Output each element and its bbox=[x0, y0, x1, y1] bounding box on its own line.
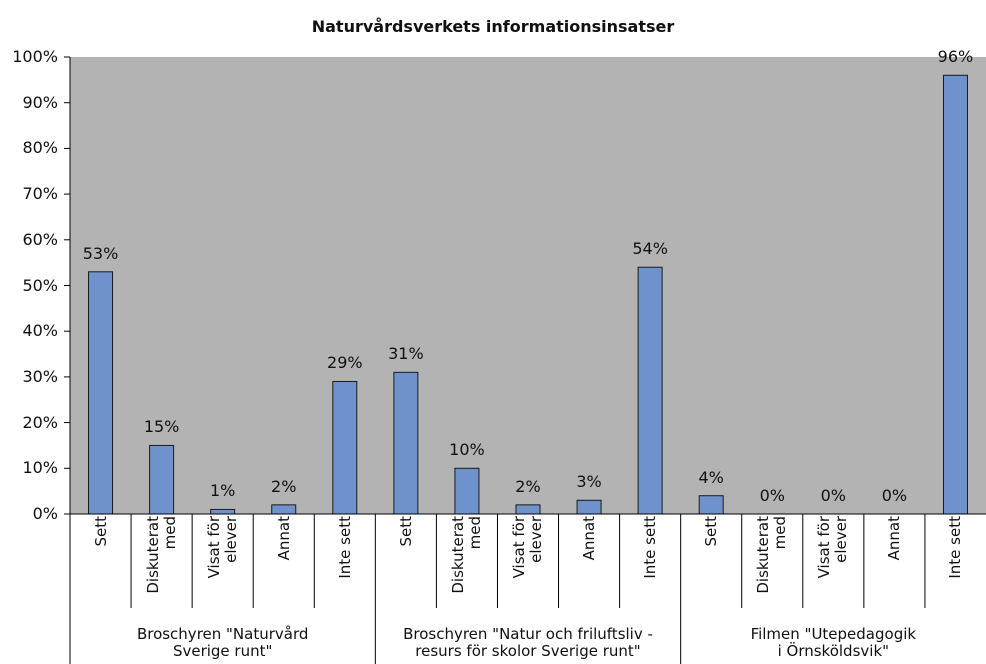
y-tick-label: 30% bbox=[22, 366, 58, 386]
bar bbox=[210, 508, 236, 515]
y-tick-label: 100% bbox=[12, 47, 58, 66]
data-label: 4% bbox=[698, 467, 724, 487]
x-tick-label: Inte sett bbox=[945, 516, 964, 579]
chart-title: Naturvårdsverkets informationsinsatser bbox=[311, 17, 675, 36]
data-label: 10% bbox=[449, 440, 485, 460]
y-tick-label: 50% bbox=[22, 275, 58, 295]
y-tick-label: 20% bbox=[22, 412, 58, 432]
group-label: Filmen "Utepedagogik i Örnsköldsvik" bbox=[750, 625, 917, 660]
group-label: Broschyren "Naturvård Sverige runt" bbox=[136, 625, 309, 660]
data-label: 1% bbox=[209, 481, 236, 501]
data-label: 53% bbox=[82, 243, 119, 263]
bar bbox=[698, 495, 724, 515]
data-label: 31% bbox=[388, 344, 424, 364]
x-tick-label: Diskuterat med bbox=[448, 516, 484, 594]
plot-area bbox=[70, 57, 986, 514]
x-tick-label: Diskuterat med bbox=[143, 516, 179, 594]
bar bbox=[637, 266, 663, 515]
x-tick-label: Visat för elever bbox=[204, 516, 240, 579]
data-label: 2% bbox=[515, 476, 541, 496]
bar bbox=[88, 271, 114, 515]
y-tick-label: 0% bbox=[32, 504, 58, 523]
x-tick-label: Inte sett bbox=[640, 516, 659, 579]
bar bbox=[271, 504, 297, 515]
data-label: 0% bbox=[820, 486, 847, 505]
x-tick-label: Annat bbox=[884, 516, 903, 561]
x-tick-label: Sett bbox=[396, 516, 415, 547]
y-tick-label: 40% bbox=[22, 321, 58, 341]
x-tick-label: Sett bbox=[91, 516, 110, 547]
data-label: 96% bbox=[937, 47, 974, 67]
y-tick-label: 60% bbox=[22, 229, 58, 249]
data-label: 3% bbox=[576, 472, 602, 492]
y-tick-label: 10% bbox=[22, 458, 58, 478]
bar bbox=[942, 74, 968, 515]
bar bbox=[576, 499, 602, 515]
x-tick-label: Annat bbox=[274, 516, 293, 561]
bar bbox=[454, 467, 480, 515]
x-tick-label: Inte sett bbox=[335, 516, 354, 579]
group-label: Broschyren "Natur och friluftsliv - resu… bbox=[403, 625, 653, 660]
y-tick-label: 90% bbox=[22, 92, 58, 112]
x-tick-label: Diskuterat med bbox=[754, 516, 790, 594]
x-tick-label: Visat för elever bbox=[815, 516, 851, 579]
bar bbox=[149, 444, 175, 515]
data-label: 54% bbox=[632, 239, 668, 259]
x-tick-label: Sett bbox=[701, 516, 720, 547]
bar bbox=[393, 371, 419, 515]
bar bbox=[515, 504, 541, 515]
x-tick-label: Visat för elever bbox=[510, 516, 545, 579]
x-tick-label: Annat bbox=[579, 516, 598, 561]
data-label: 2% bbox=[271, 476, 297, 496]
data-label: 0% bbox=[881, 486, 908, 505]
y-tick-label: 80% bbox=[22, 138, 58, 158]
data-label: 29% bbox=[327, 353, 363, 373]
data-label: 0% bbox=[759, 486, 785, 505]
bar bbox=[332, 380, 358, 515]
data-label: 15% bbox=[143, 417, 180, 437]
y-tick-label: 70% bbox=[22, 184, 58, 204]
